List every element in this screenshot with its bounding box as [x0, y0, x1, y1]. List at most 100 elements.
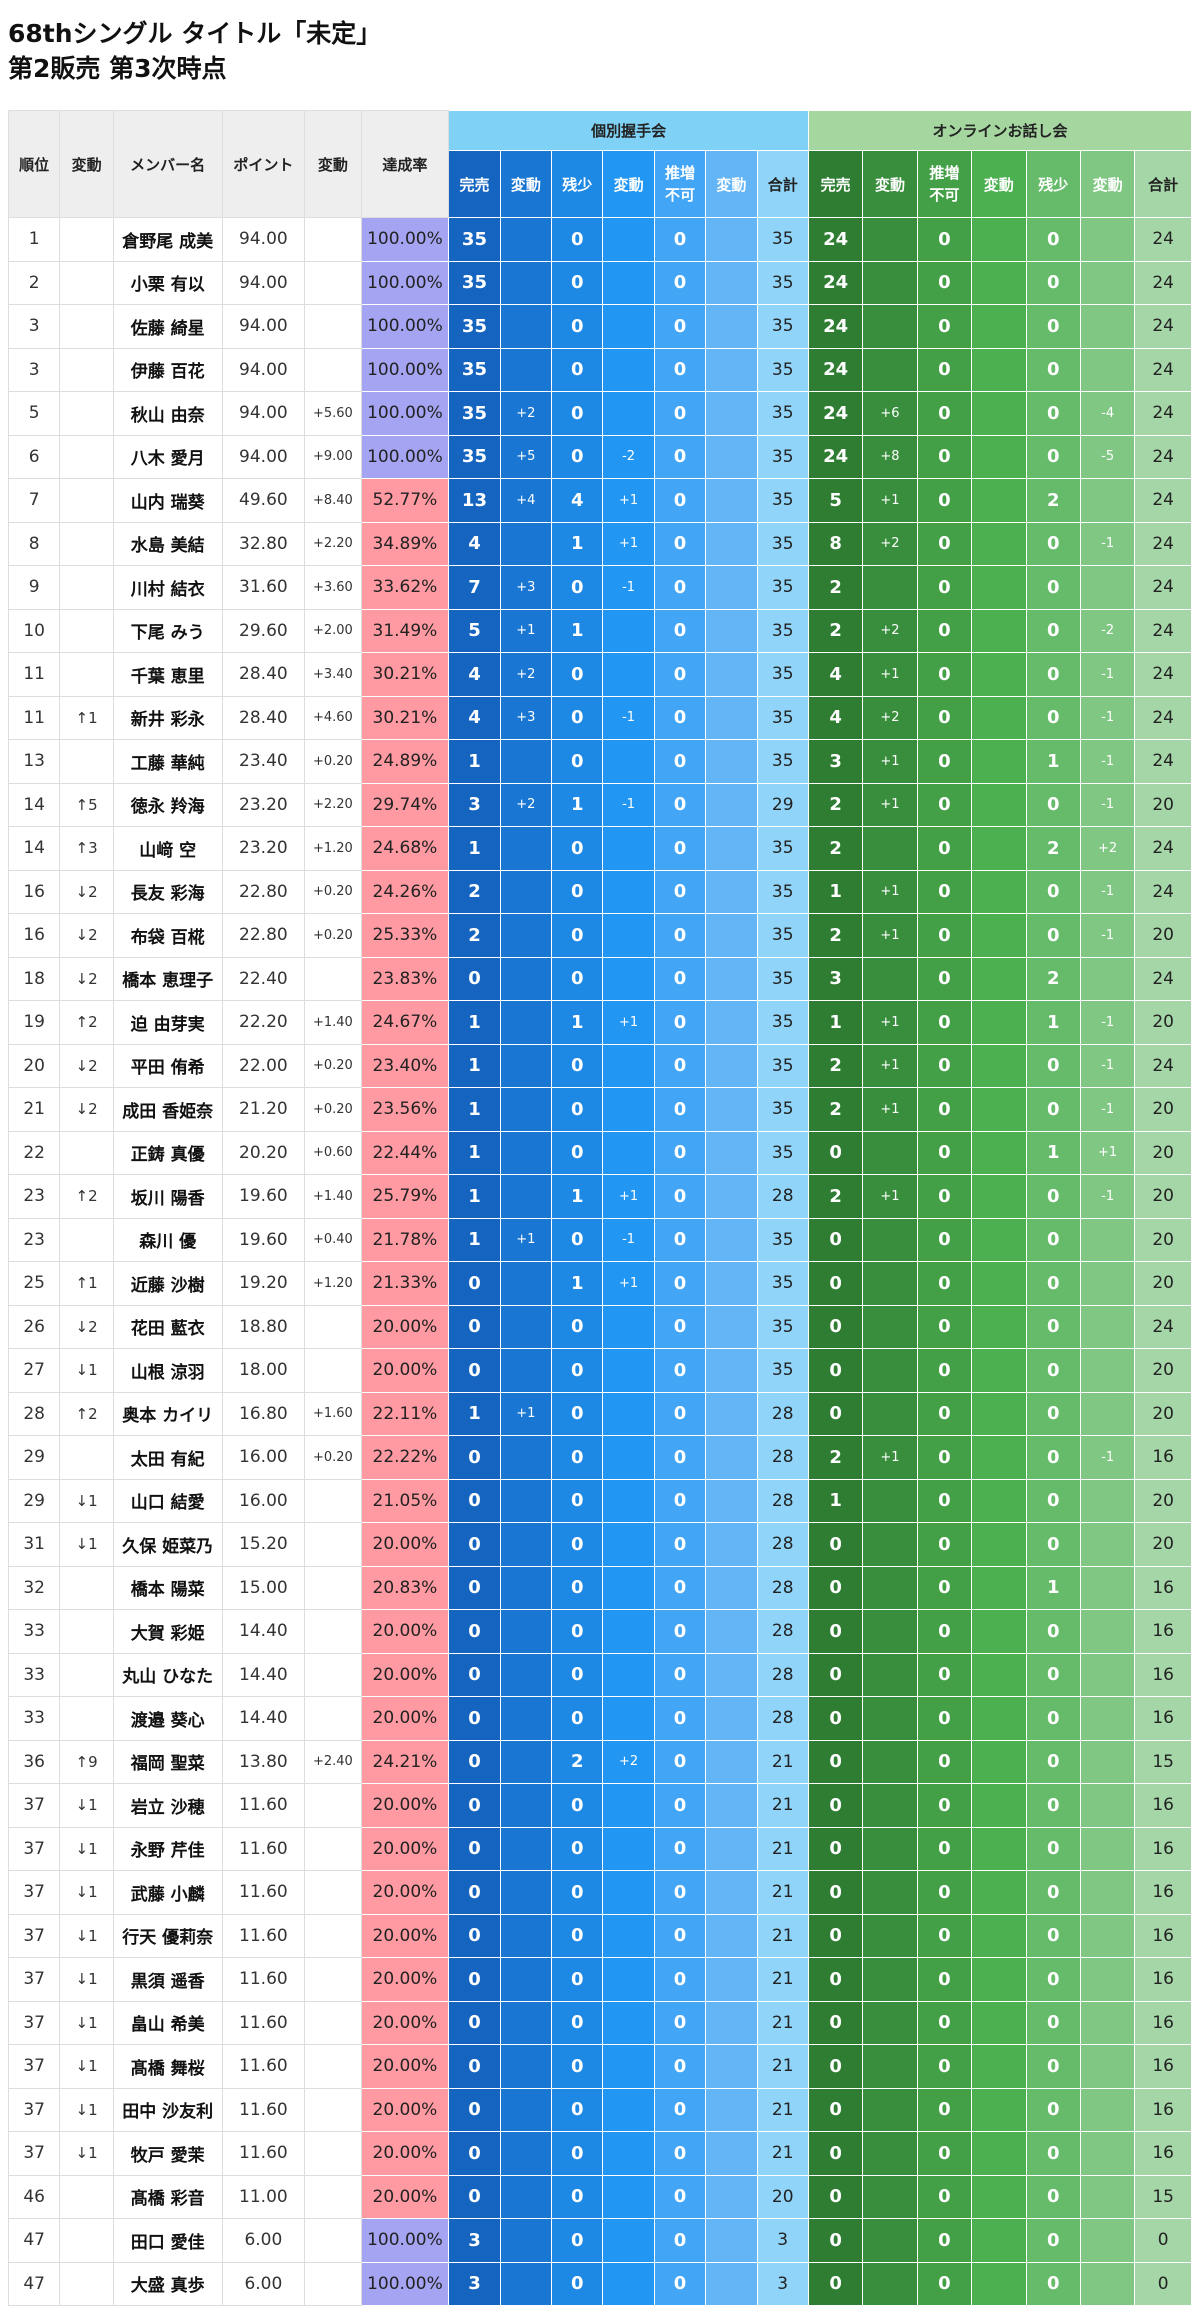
header-ind-not-available: 推増不可: [653, 150, 707, 218]
rank-cell: 28: [7, 1391, 61, 1436]
onl-not-available-cell: 0: [916, 1826, 973, 1871]
onl-not-available-cell: 0: [916, 2087, 973, 2132]
onl-sold-out-cell: 0: [807, 1217, 864, 1262]
points-cell: 18.00: [221, 1348, 306, 1393]
ind-sold-out-change-cell: [499, 2131, 553, 2176]
onl-not-available-cell: 0: [916, 1522, 973, 1567]
ind-not-available-cell: 0: [653, 826, 707, 871]
member-name-cell: 花田 藍衣: [112, 1304, 223, 1349]
header-ind-change: 変動: [602, 150, 655, 218]
onl-few-left-cell: 0: [1025, 1435, 1081, 1480]
ind-total-cell: 21: [756, 1826, 809, 1871]
ind-few-left-change-cell: [602, 826, 655, 871]
ind-not-available-change-cell: [705, 1913, 758, 1958]
member-name-cell: 伊藤 百花: [112, 347, 223, 392]
onl-sold-out-change-cell: [862, 1739, 918, 1784]
onl-sold-out-cell: 0: [807, 1739, 864, 1784]
ind-few-left-change-cell: [602, 608, 655, 653]
ind-sold-out-change-cell: [499, 217, 553, 262]
points-change-cell: +1.60: [304, 1391, 362, 1436]
onl-not-available-cell: 0: [916, 1391, 973, 1436]
ind-not-available-cell: 0: [653, 2218, 707, 2263]
onl-not-available-cell: 0: [916, 478, 973, 523]
member-name-cell: 小栗 有以: [112, 260, 223, 305]
table-row: 37 ↓1 永野 芹佳 11.60 20.00% 0 0 0 21 0 0 0 16: [7, 1826, 1192, 1871]
ind-sold-out-change-cell: [499, 1304, 553, 1349]
ind-not-available-cell: 0: [653, 434, 707, 479]
onl-few-left-cell: 1: [1025, 1565, 1081, 1610]
rate-cell: 20.00%: [360, 1348, 450, 1393]
onl-total-cell: 16: [1134, 1870, 1192, 1915]
ind-sold-out-change-cell: [499, 1174, 553, 1219]
member-name-cell: 倉野尾 成美: [112, 217, 223, 262]
onl-few-left-cell: 0: [1025, 434, 1081, 479]
ind-sold-out-change-cell: [499, 1739, 553, 1784]
rank-change-cell: ↑9: [59, 1739, 114, 1784]
onl-few-left-cell: 2: [1025, 478, 1081, 523]
ind-not-available-change-cell: [705, 695, 758, 740]
onl-few-left-cell: 0: [1025, 391, 1081, 436]
table-header: 順位 変動 メンバー名 ポイント 変動 達成率 個別握手会 オンラインお話し会 …: [7, 110, 1193, 218]
table-row: 26 ↓2 花田 藍衣 18.80 20.00% 0 0 0 35 0 0 0 24: [7, 1304, 1192, 1349]
onl-not-available-change-cell: [971, 1217, 1027, 1262]
points-cell: 28.40: [221, 695, 306, 740]
rate-cell: 31.49%: [360, 608, 450, 653]
rank-change-cell: ↓1: [59, 1478, 114, 1523]
member-name-cell: 武藤 小麟: [112, 1870, 223, 1915]
points-cell: 6.00: [221, 2218, 306, 2263]
onl-sold-out-change-cell: [862, 826, 918, 871]
rank-change-cell: [59, 2261, 114, 2306]
ind-few-left-change-cell: [602, 2261, 655, 2306]
onl-sold-out-cell: 24: [807, 260, 864, 305]
ind-sold-out-cell: 0: [448, 1739, 501, 1784]
onl-sold-out-cell: 2: [807, 913, 864, 958]
onl-few-left-change-cell: -1: [1079, 739, 1136, 784]
ind-not-available-change-cell: [705, 1652, 758, 1697]
rank-cell: 11: [7, 652, 61, 697]
onl-few-left-change-cell: -1: [1079, 1174, 1136, 1219]
ind-total-cell: 35: [756, 1348, 809, 1393]
points-cell: 94.00: [221, 260, 306, 305]
onl-not-available-change-cell: [971, 739, 1027, 784]
rank-cell: 14: [7, 826, 61, 871]
ind-not-available-cell: 0: [653, 2087, 707, 2132]
ind-sold-out-cell: 0: [448, 1435, 501, 1480]
points-cell: 19.60: [221, 1174, 306, 1219]
ind-few-left-change-cell: -2: [602, 434, 655, 479]
table-row: 2 小栗 有以 94.00 100.00% 35 0 0 35 24 0 0 24: [7, 260, 1192, 305]
rank-cell: 11: [7, 695, 61, 740]
ind-few-left-change-cell: [602, 1870, 655, 1915]
ind-few-left-change-cell: +2: [602, 1739, 655, 1784]
points-cell: 22.80: [221, 913, 306, 958]
onl-few-left-cell: 0: [1025, 521, 1081, 566]
member-name-cell: 工藤 華純: [112, 739, 223, 784]
onl-not-available-cell: 0: [916, 695, 973, 740]
page-subtitle: 第2販売 第3次時点: [8, 54, 227, 83]
ind-not-available-change-cell: [705, 1043, 758, 1088]
onl-sold-out-change-cell: +2: [862, 695, 918, 740]
ind-total-cell: 21: [756, 2044, 809, 2089]
onl-not-available-cell: 0: [916, 1696, 973, 1741]
table-row: 14 ↑5 徳永 羚海 23.20 +2.20 29.74% 3 +2 1 -1 0 29 2 +1 0 0-…: [7, 782, 1192, 827]
onl-few-left-cell: 0: [1025, 1739, 1081, 1784]
ind-not-available-change-cell: [705, 304, 758, 349]
ind-few-left-change-cell: [602, 1391, 655, 1436]
onl-few-left-change-cell: [1079, 2261, 1136, 2306]
onl-sold-out-change-cell: [862, 1391, 918, 1436]
member-name-cell: 正鋳 真優: [112, 1130, 223, 1175]
points-change-cell: +1.40: [304, 1174, 362, 1219]
points-cell: 22.20: [221, 1000, 306, 1045]
onl-few-left-change-cell: [1079, 2044, 1136, 2089]
member-name-cell: 渡邉 葵心: [112, 1696, 223, 1741]
ind-total-cell: 35: [756, 1304, 809, 1349]
ind-few-left-cell: 0: [551, 1783, 604, 1828]
onl-total-cell: 20: [1134, 1522, 1192, 1567]
rank-change-cell: [59, 1696, 114, 1741]
points-cell: 16.80: [221, 1391, 306, 1436]
ind-sold-out-cell: 35: [448, 260, 501, 305]
ind-not-available-change-cell: [705, 1870, 758, 1915]
ind-sold-out-cell: 0: [448, 1826, 501, 1871]
points-cell: 20.20: [221, 1130, 306, 1175]
onl-total-cell: 24: [1134, 869, 1192, 914]
onl-sold-out-change-cell: [862, 2174, 918, 2219]
